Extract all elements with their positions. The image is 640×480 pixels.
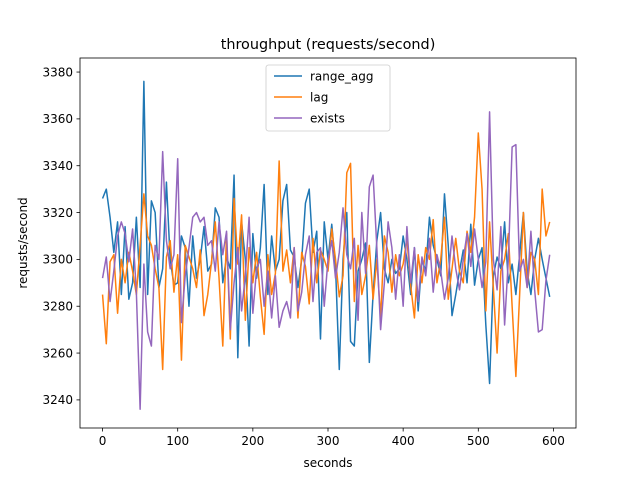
x-tick-label: 200 (241, 434, 264, 448)
y-tick-label: 3360 (42, 112, 73, 126)
series-layer (101, 80, 551, 411)
y-tick-label: 3280 (42, 299, 73, 313)
y-tick-label: 3320 (42, 206, 73, 220)
x-tick-label: 0 (99, 434, 107, 448)
y-tick-label: 3300 (42, 253, 73, 267)
x-tick-label: 100 (166, 434, 189, 448)
legend-label-exists: exists (310, 111, 345, 125)
x-tick-label: 500 (467, 434, 490, 448)
legend-frame (265, 64, 391, 132)
x-axis-label: seconds (303, 456, 352, 470)
legend-label-lag: lag (310, 90, 328, 104)
y-tick-label: 3260 (42, 346, 73, 360)
x-tick-label: 300 (317, 434, 340, 448)
legend-label-range_agg: range_agg (310, 69, 373, 83)
chart-title: throughput (requests/second) (221, 37, 436, 53)
x-tick-label: 600 (542, 434, 565, 448)
y-tick-label: 3240 (42, 393, 73, 407)
y-tick-label: 3380 (42, 65, 73, 79)
series-line-lag (101, 132, 551, 378)
y-axis-label: requsts/second (16, 197, 30, 288)
x-tick-label: 400 (392, 434, 415, 448)
y-tick-label: 3340 (42, 159, 73, 173)
x-axis: 0 100 200 300 400 500 600 (99, 428, 565, 448)
series-line-range_agg (101, 80, 551, 385)
y-axis: 3240 3260 3280 3300 3320 3340 3360 3380 (42, 65, 80, 407)
series-line-exists (101, 111, 551, 411)
